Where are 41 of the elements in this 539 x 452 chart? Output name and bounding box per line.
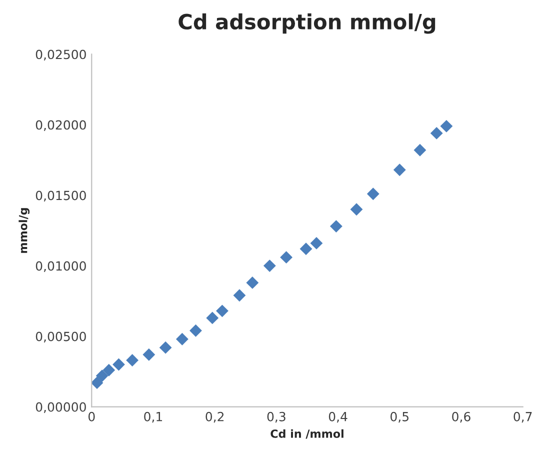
point [430,127,443,140]
x-tick-label: 0,4 [328,412,348,423]
point [393,164,406,176]
y-tick-label: 0,01000 [36,261,86,272]
point [159,341,172,354]
point [330,220,342,232]
point [126,354,138,366]
point [142,348,156,361]
y-tick-label: 0,00000 [36,402,86,413]
point [300,242,312,256]
x-tick-label: 0,7 [514,412,532,423]
point [366,188,380,200]
x-tick-label: 0,1 [144,412,162,423]
x-tick-label: 0,2 [206,412,224,423]
y-tick-label: 0,02500 [36,50,86,60]
point [206,312,219,324]
x-tick-label: 0,3 [267,412,286,423]
point [96,370,108,382]
chart-title: Cd adsorption mmol/g [178,13,436,34]
x-tick-label: 0 [88,412,95,422]
y-tick-label: 0,00500 [36,332,86,342]
point [190,324,202,337]
point [310,237,323,250]
point [112,358,125,371]
point [102,364,116,376]
point [440,120,453,132]
x-tick-label: 0,5 [390,412,408,423]
y-axis-title: mmol/g [18,208,30,253]
point [216,304,228,318]
point [176,332,188,346]
y-tick-label: 0,01500 [36,190,86,202]
point [414,144,426,156]
y-tick-label: 0,02000 [36,120,86,131]
x-axis-title: Cd in /mmol [270,429,344,439]
point [280,251,292,264]
point [92,376,104,390]
point [246,276,259,289]
point [350,203,363,216]
point [233,289,246,302]
point [263,260,276,272]
x-tick-label: 0,6 [452,412,470,423]
